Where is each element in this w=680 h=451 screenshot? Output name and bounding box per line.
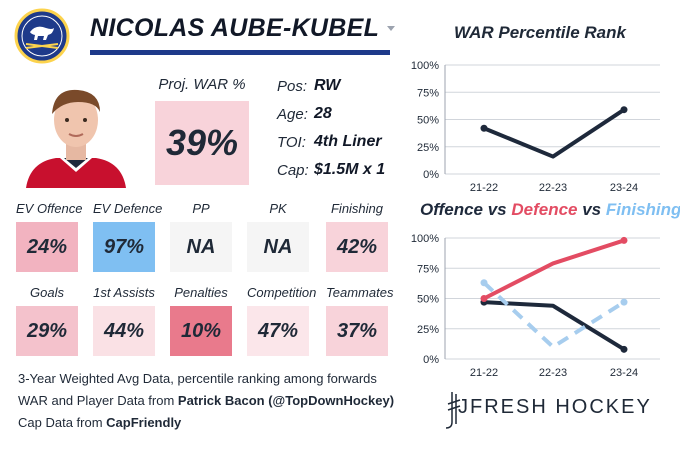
data-point [480,279,488,287]
pp-label: PP [192,201,210,216]
finishing-label: Finishing [330,201,384,216]
teammates-label: Teammates [326,285,394,300]
pk-label: PK [269,201,287,216]
brand-wordmark: JFRESH HOCKEY [458,396,652,418]
series-line-offence [483,300,626,352]
pp-value: NA [170,222,232,272]
series-line-finishing [482,281,626,349]
data-point [620,236,628,244]
y-tick-label: 75% [417,263,439,275]
ev-defence-label: EV Defence [93,201,163,216]
finishing-value: 42% [326,222,388,272]
y-tick-label: 50% [417,115,439,127]
proj-war-label: Proj. WAR % [158,76,246,93]
proj-war-value: 39% [155,101,249,185]
y-tick-label: 25% [417,324,439,336]
chart2-title-part: vs [483,200,512,219]
data-point [620,106,628,114]
y-tick-label: 100% [411,233,439,245]
chevron-down-icon[interactable] [387,26,395,31]
age-label: Age: [277,106,308,123]
chart2-title-part: Finishing [605,200,680,219]
teammates-value: 37% [326,306,388,356]
data-point [620,345,628,353]
ev-offence-label: EV Offence [16,201,83,216]
penalties-label: Penalties [174,285,228,300]
x-tick-label: 21-22 [470,182,498,194]
goals-label: Goals [30,285,64,300]
footer-source-cap-name: CapFriendly [106,415,182,430]
goals-value: 29% [16,306,78,356]
chart2-title-part: Offence [420,200,483,219]
sabres-logo-icon [14,8,70,64]
age-value: 28 [314,105,332,122]
name-underline [90,50,390,55]
y-tick-label: 50% [417,294,439,306]
y-tick-label: 25% [417,142,439,154]
chart2-title-part: Defence [511,200,578,219]
footer-source-cap: Cap Data from CapFriendly [18,415,181,430]
1st-assists-label: 1st Assists [93,285,155,300]
pos-value: RW [314,77,341,94]
series-line-defence [483,238,625,301]
chart1-title: WAR Percentile Rank [454,23,626,42]
y-tick-label: 75% [417,87,439,99]
y-tick-label: 100% [411,60,439,72]
cap-value: $1.5M x 1 [314,161,386,178]
competition-label: Competition [247,285,317,300]
toi-value: 4th Liner [314,133,382,150]
cap-label: Cap: [277,162,309,179]
jfresh-logo-icon [445,392,461,429]
competition-value: 47% [247,306,309,356]
data-point [480,295,488,302]
footer-source-war: WAR and Player Data from Patrick Bacon (… [18,393,394,408]
1st-assists-value: 44% [93,306,155,356]
x-tick-label: 23-24 [610,182,638,194]
penalties-value: 10% [170,306,232,356]
x-tick-label: 22-23 [539,182,567,194]
chart2-title-part: vs [577,200,606,219]
data-point [620,298,628,306]
data-point [480,124,488,132]
series-line-0 [483,108,626,159]
offence-defence-finishing-chart: 0% 25% 50% 75% 100% 21-22 22-23 23-24 [411,233,660,378]
ev-defence-value: 97% [93,222,155,272]
chart2-title: Offence vs Defence vs Finishing [420,200,680,220]
x-tick-label: 23-24 [610,367,638,378]
y-tick-label: 0% [423,169,439,181]
player-photo [20,70,132,188]
pos-label: Pos: [277,78,308,95]
pk-value: NA [247,222,309,272]
toi-label: TOI: [277,134,306,151]
x-tick-label: 21-22 [470,367,498,378]
footer-source-cap-prefix: Cap Data from [18,415,107,430]
war-percentile-chart: 0% 25% 50% 75% 100% 21-22 22-23 23-24 [411,60,660,194]
footer-source-war-name: Patrick Bacon (@TopDownHockey) [177,393,395,408]
x-tick-label: 22-23 [539,367,567,378]
footer-note: 3-Year Weighted Avg Data, percentile ran… [18,371,377,386]
ev-offence-value: 24% [16,222,78,272]
y-tick-label: 0% [423,354,439,366]
footer-source-war-prefix: WAR and Player Data from [18,393,178,408]
player-name: NICOLAS AUBE-KUBEL [90,14,380,42]
